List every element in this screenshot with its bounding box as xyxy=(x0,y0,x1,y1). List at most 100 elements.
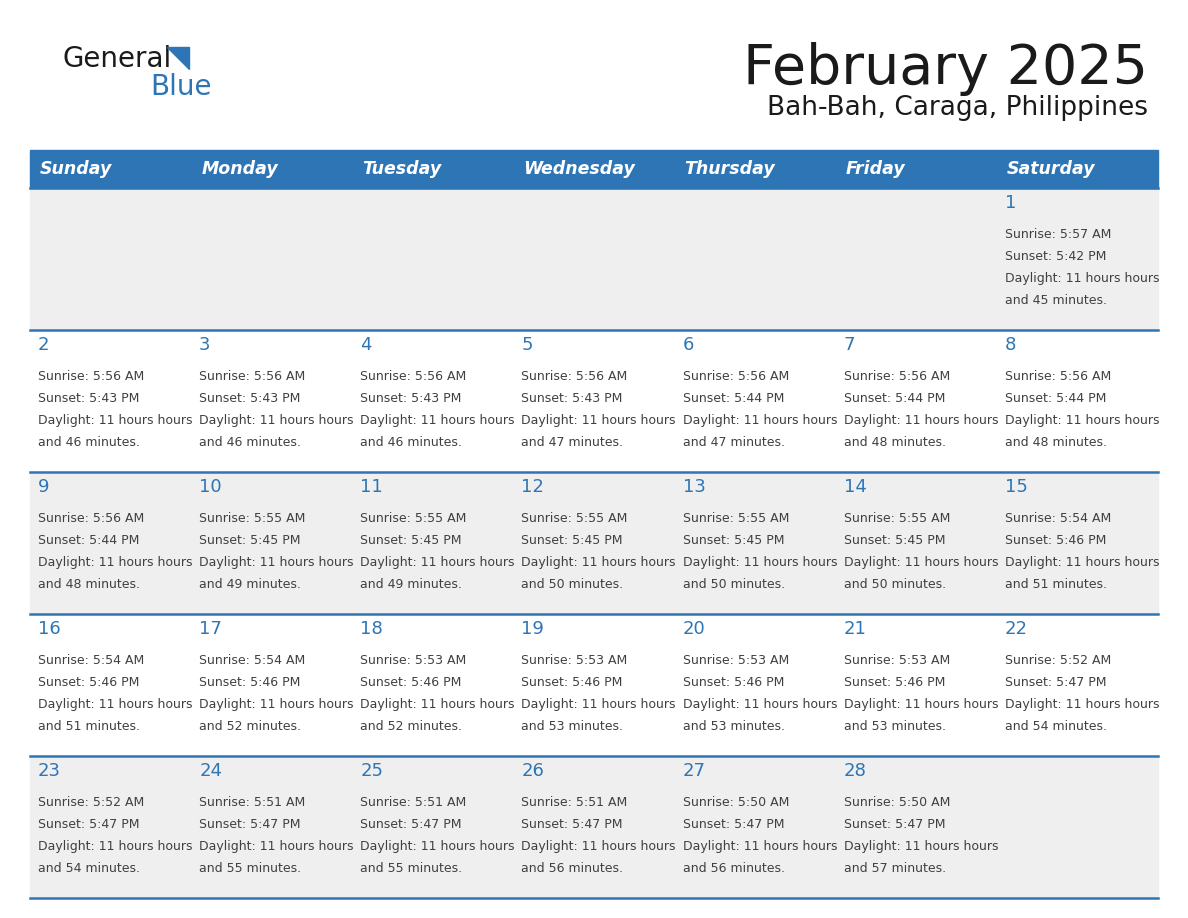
Text: 24: 24 xyxy=(200,762,222,780)
Text: and 51 minutes.: and 51 minutes. xyxy=(1005,577,1107,591)
Text: 25: 25 xyxy=(360,762,384,780)
Text: Sunrise: 5:56 AM: Sunrise: 5:56 AM xyxy=(522,370,627,383)
Text: 28: 28 xyxy=(843,762,866,780)
Text: and 46 minutes.: and 46 minutes. xyxy=(360,436,462,449)
Text: Daylight: 11 hours hours: Daylight: 11 hours hours xyxy=(843,555,998,569)
Text: Sunset: 5:47 PM: Sunset: 5:47 PM xyxy=(360,818,462,831)
Text: Sunset: 5:46 PM: Sunset: 5:46 PM xyxy=(1005,533,1106,547)
Text: and 51 minutes.: and 51 minutes. xyxy=(38,720,140,733)
Text: Daylight: 11 hours hours: Daylight: 11 hours hours xyxy=(683,698,838,711)
Bar xyxy=(30,614,1158,756)
Text: 8: 8 xyxy=(1005,336,1016,354)
Text: and 46 minutes.: and 46 minutes. xyxy=(200,436,301,449)
Text: 9: 9 xyxy=(38,478,50,496)
Text: Sunrise: 5:51 AM: Sunrise: 5:51 AM xyxy=(360,796,467,809)
Text: and 54 minutes.: and 54 minutes. xyxy=(1005,720,1107,733)
Bar xyxy=(30,472,1158,614)
Text: Sunset: 5:45 PM: Sunset: 5:45 PM xyxy=(683,533,784,547)
Text: and 47 minutes.: and 47 minutes. xyxy=(522,436,624,449)
Text: and 56 minutes.: and 56 minutes. xyxy=(683,862,784,875)
Text: Sunrise: 5:55 AM: Sunrise: 5:55 AM xyxy=(200,511,305,525)
Text: Sunrise: 5:50 AM: Sunrise: 5:50 AM xyxy=(683,796,789,809)
Text: and 48 minutes.: and 48 minutes. xyxy=(843,436,946,449)
Text: and 55 minutes.: and 55 minutes. xyxy=(360,862,462,875)
Text: Friday: Friday xyxy=(846,160,905,178)
Text: Sunset: 5:47 PM: Sunset: 5:47 PM xyxy=(843,818,946,831)
Text: and 53 minutes.: and 53 minutes. xyxy=(843,720,946,733)
Text: Sunset: 5:44 PM: Sunset: 5:44 PM xyxy=(683,392,784,405)
Text: Sunset: 5:44 PM: Sunset: 5:44 PM xyxy=(1005,392,1106,405)
Text: Saturday: Saturday xyxy=(1007,160,1095,178)
Text: and 47 minutes.: and 47 minutes. xyxy=(683,436,784,449)
Text: Sunrise: 5:56 AM: Sunrise: 5:56 AM xyxy=(360,370,467,383)
Text: Daylight: 11 hours hours: Daylight: 11 hours hours xyxy=(200,698,354,711)
Text: Sunset: 5:43 PM: Sunset: 5:43 PM xyxy=(360,392,462,405)
Text: Daylight: 11 hours hours: Daylight: 11 hours hours xyxy=(360,414,514,427)
Text: and 57 minutes.: and 57 minutes. xyxy=(843,862,946,875)
Text: 6: 6 xyxy=(683,336,694,354)
Text: Daylight: 11 hours hours: Daylight: 11 hours hours xyxy=(360,840,514,853)
Bar xyxy=(30,188,1158,330)
Text: 18: 18 xyxy=(360,620,383,638)
Text: and 55 minutes.: and 55 minutes. xyxy=(200,862,302,875)
Text: 12: 12 xyxy=(522,478,544,496)
Text: and 52 minutes.: and 52 minutes. xyxy=(200,720,301,733)
Text: and 50 minutes.: and 50 minutes. xyxy=(522,577,624,591)
Text: Sunset: 5:45 PM: Sunset: 5:45 PM xyxy=(360,533,462,547)
Text: 4: 4 xyxy=(360,336,372,354)
Text: Daylight: 11 hours hours: Daylight: 11 hours hours xyxy=(683,555,838,569)
Text: Daylight: 11 hours hours: Daylight: 11 hours hours xyxy=(360,555,514,569)
Text: Daylight: 11 hours hours: Daylight: 11 hours hours xyxy=(683,840,838,853)
Text: Daylight: 11 hours hours: Daylight: 11 hours hours xyxy=(1005,555,1159,569)
Text: and 52 minutes.: and 52 minutes. xyxy=(360,720,462,733)
Text: Sunset: 5:47 PM: Sunset: 5:47 PM xyxy=(200,818,301,831)
Text: Sunrise: 5:57 AM: Sunrise: 5:57 AM xyxy=(1005,228,1111,241)
Text: Sunset: 5:46 PM: Sunset: 5:46 PM xyxy=(522,676,623,688)
Text: Sunrise: 5:53 AM: Sunrise: 5:53 AM xyxy=(360,654,467,666)
Text: 20: 20 xyxy=(683,620,706,638)
Text: Sunset: 5:44 PM: Sunset: 5:44 PM xyxy=(38,533,139,547)
Text: 27: 27 xyxy=(683,762,706,780)
Text: Sunset: 5:44 PM: Sunset: 5:44 PM xyxy=(843,392,946,405)
Text: Sunrise: 5:56 AM: Sunrise: 5:56 AM xyxy=(38,370,144,383)
Text: Sunset: 5:46 PM: Sunset: 5:46 PM xyxy=(38,676,139,688)
Text: 13: 13 xyxy=(683,478,706,496)
Text: and 45 minutes.: and 45 minutes. xyxy=(1005,294,1107,307)
Text: Sunrise: 5:53 AM: Sunrise: 5:53 AM xyxy=(843,654,950,666)
Text: and 49 minutes.: and 49 minutes. xyxy=(200,577,301,591)
Text: Thursday: Thursday xyxy=(684,160,776,178)
Text: and 50 minutes.: and 50 minutes. xyxy=(843,577,946,591)
Text: Daylight: 11 hours hours: Daylight: 11 hours hours xyxy=(38,555,192,569)
Text: Sunset: 5:46 PM: Sunset: 5:46 PM xyxy=(843,676,946,688)
Text: and 48 minutes.: and 48 minutes. xyxy=(1005,436,1107,449)
Text: Sunset: 5:47 PM: Sunset: 5:47 PM xyxy=(38,818,139,831)
Text: Daylight: 11 hours hours: Daylight: 11 hours hours xyxy=(200,555,354,569)
Text: 16: 16 xyxy=(38,620,61,638)
Text: Sunset: 5:45 PM: Sunset: 5:45 PM xyxy=(843,533,946,547)
Text: Sunrise: 5:56 AM: Sunrise: 5:56 AM xyxy=(843,370,950,383)
Text: 14: 14 xyxy=(843,478,866,496)
Text: Sunrise: 5:54 AM: Sunrise: 5:54 AM xyxy=(38,654,144,666)
Text: 7: 7 xyxy=(843,336,855,354)
Bar xyxy=(30,330,1158,472)
Text: Sunrise: 5:52 AM: Sunrise: 5:52 AM xyxy=(38,796,144,809)
Text: 2: 2 xyxy=(38,336,50,354)
Text: Sunrise: 5:55 AM: Sunrise: 5:55 AM xyxy=(522,511,627,525)
Text: Sunrise: 5:53 AM: Sunrise: 5:53 AM xyxy=(522,654,627,666)
Text: Monday: Monday xyxy=(201,160,278,178)
Text: and 53 minutes.: and 53 minutes. xyxy=(522,720,624,733)
Text: 5: 5 xyxy=(522,336,533,354)
Text: Daylight: 11 hours hours: Daylight: 11 hours hours xyxy=(38,840,192,853)
Text: Daylight: 11 hours hours: Daylight: 11 hours hours xyxy=(200,414,354,427)
Text: and 48 minutes.: and 48 minutes. xyxy=(38,577,140,591)
Text: Daylight: 11 hours hours: Daylight: 11 hours hours xyxy=(522,555,676,569)
Text: Sunrise: 5:55 AM: Sunrise: 5:55 AM xyxy=(360,511,467,525)
Text: 3: 3 xyxy=(200,336,210,354)
Text: Wednesday: Wednesday xyxy=(524,160,636,178)
Text: Sunrise: 5:53 AM: Sunrise: 5:53 AM xyxy=(683,654,789,666)
Text: Sunrise: 5:50 AM: Sunrise: 5:50 AM xyxy=(843,796,950,809)
Text: Sunrise: 5:52 AM: Sunrise: 5:52 AM xyxy=(1005,654,1111,666)
Text: Sunset: 5:47 PM: Sunset: 5:47 PM xyxy=(1005,676,1106,688)
Text: 23: 23 xyxy=(38,762,61,780)
Text: 1: 1 xyxy=(1005,194,1016,212)
